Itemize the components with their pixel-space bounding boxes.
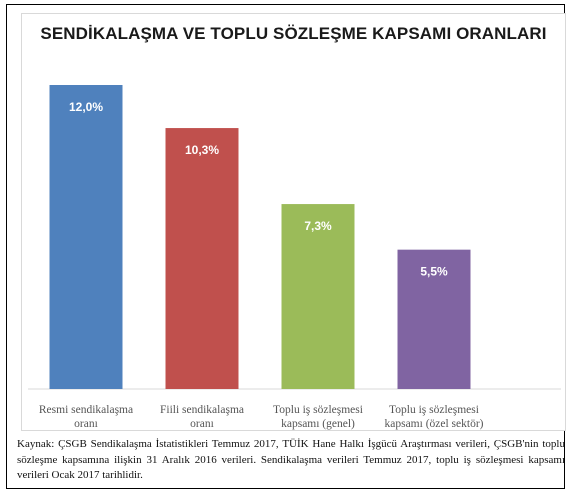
bar-data-label: 10,3% [185, 143, 219, 157]
bar [281, 204, 355, 389]
bar-group: 10,3% Fiili sendikalaşma oranı [160, 128, 244, 430]
source-note: Kaynak: ÇSGB Sendikalaşma İstatistikleri… [17, 438, 565, 481]
category-label: oranı [74, 418, 98, 430]
chart-area: SENDİKALAŞMA VE TOPLU SÖZLEŞME KAPSAMI O… [21, 13, 566, 431]
figure-frame: SENDİKALAŞMA VE TOPLU SÖZLEŞME KAPSAMI O… [6, 4, 566, 489]
bar-data-label: 5,5% [420, 265, 448, 279]
category-label: Toplu iş sözleşmesi [389, 404, 479, 416]
bar-group: 7,3% Toplu iş sözleşmesi kapsamı (genel) [273, 204, 363, 430]
bar [397, 249, 471, 389]
category-label: Toplu iş sözleşmesi [273, 404, 363, 416]
category-label: Resmi sendikalaşma [39, 404, 133, 416]
bar-group: 5,5% Toplu iş sözleşmesi kapsamı (özel sek… [385, 249, 484, 430]
bar-group: 12,0% Resmi sendikalaşma oranı [39, 85, 133, 430]
bar [49, 85, 123, 389]
bar [165, 128, 239, 390]
bar-chart: 12,0% Resmi sendikalaşma oranı 10,3% Fiili s… [28, 85, 561, 430]
category-label: oranı [190, 418, 214, 430]
category-label: kapsamı (genel) [281, 418, 355, 430]
category-label: Fiili sendikalaşma [160, 404, 244, 416]
bar-data-label: 7,3% [304, 219, 332, 233]
bar-data-label: 12,0% [69, 100, 103, 114]
category-label: kapsamı (özel sektör) [385, 418, 484, 430]
chart-title: SENDİKALAŞMA VE TOPLU SÖZLEŞME KAPSAMI O… [40, 24, 547, 43]
